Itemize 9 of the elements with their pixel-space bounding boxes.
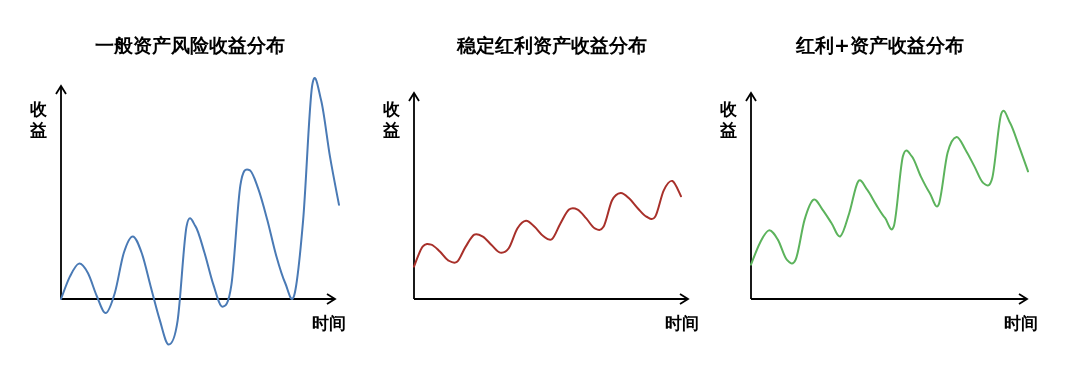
y-axis-title: 收益 — [28, 99, 48, 140]
y-axis-title: 收益 — [381, 99, 401, 140]
x-axis-title: 时间 — [1004, 313, 1038, 333]
chart-title: 红利+资产收益分布 — [795, 34, 964, 56]
x-axis-title: 时间 — [312, 313, 346, 333]
y-axis-title: 收益 — [718, 99, 738, 140]
chart-title: 一般资产风险收益分布 — [95, 34, 285, 56]
chart-title: 稳定红利资产收益分布 — [456, 34, 647, 56]
x-axis-title: 时间 — [665, 313, 699, 333]
